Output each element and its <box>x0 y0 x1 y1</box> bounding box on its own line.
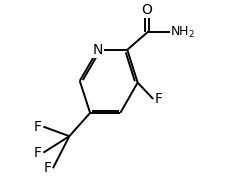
Text: F: F <box>34 120 42 134</box>
Text: F: F <box>43 161 51 175</box>
Text: O: O <box>142 3 152 17</box>
Text: F: F <box>155 92 163 106</box>
Text: F: F <box>34 146 42 160</box>
Text: NH$_2$: NH$_2$ <box>170 25 196 40</box>
Text: N: N <box>93 43 103 57</box>
